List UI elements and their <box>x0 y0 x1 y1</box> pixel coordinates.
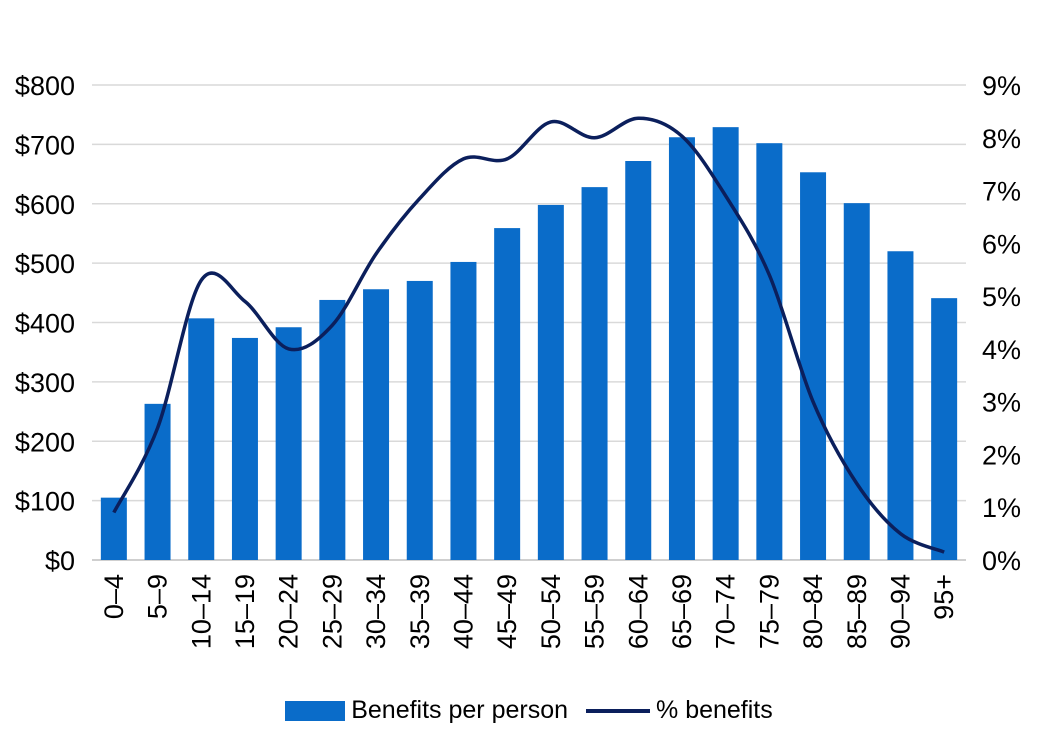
line-series-percent-benefits <box>112 116 945 554</box>
legend-item-line: % benefits <box>586 696 773 725</box>
x-tick-label: 65–69 <box>667 574 697 649</box>
x-tick-label: 40–44 <box>448 574 478 649</box>
bar <box>712 127 739 560</box>
x-tick-label: 5–9 <box>143 574 173 619</box>
x-tick-label: 10–14 <box>186 574 216 649</box>
y-right-tick-label: 5% <box>982 282 1021 312</box>
y-right-tick-label: 2% <box>982 440 1021 470</box>
bar <box>363 289 390 560</box>
x-tick-label: 20–24 <box>274 574 304 649</box>
y-left-tick-label: $500 <box>15 249 75 279</box>
bar <box>494 228 521 560</box>
x-tick-label: 70–74 <box>711 574 741 649</box>
bar <box>275 327 302 560</box>
x-tick-label: 15–19 <box>230 574 260 649</box>
bar <box>625 161 652 560</box>
bar <box>319 299 346 560</box>
y-right-tick-label: 6% <box>982 229 1021 259</box>
x-tick-label: 60–64 <box>623 574 653 649</box>
legend: Benefits per person % benefits <box>0 696 1058 725</box>
bar <box>843 203 870 560</box>
x-tick-label: 45–49 <box>492 574 522 649</box>
bar <box>100 497 127 560</box>
legend-swatch-bar <box>285 700 346 721</box>
x-tick-label: 0–4 <box>99 574 129 619</box>
y-left-tick-label: $100 <box>15 487 75 517</box>
y-right-tick-label: 3% <box>982 388 1021 418</box>
y-left-tick-label: $400 <box>15 309 75 339</box>
bar <box>931 298 958 560</box>
y-left-tick-label: $800 <box>15 71 75 101</box>
x-tick-label: 80–84 <box>798 574 828 649</box>
legend-label-bars: Benefits per person <box>351 696 569 724</box>
bar <box>188 318 215 560</box>
x-tick-label: 90–94 <box>885 574 915 649</box>
y-right-tick-label: 0% <box>982 546 1021 576</box>
x-tick-label: 25–29 <box>317 574 347 649</box>
x-tick-label: 85–89 <box>842 574 872 649</box>
bar <box>887 251 914 560</box>
y-left-tick-label: $300 <box>15 368 75 398</box>
y-right-tick-label: 1% <box>982 493 1021 523</box>
x-tick-label: 75–79 <box>754 574 784 649</box>
y-left-tick-label: $200 <box>15 427 75 457</box>
x-tick-label: 95+ <box>929 574 959 620</box>
legend-item-bars: Benefits per person <box>285 696 568 725</box>
bar <box>406 280 433 560</box>
x-tick-label: 50–54 <box>536 574 566 649</box>
bar <box>537 204 564 560</box>
y-left-tick-label: $600 <box>15 190 75 220</box>
y-right-tick-label: 7% <box>982 177 1021 207</box>
y-left-tick-label: $0 <box>45 546 75 576</box>
bar <box>668 137 695 560</box>
legend-label-line: % benefits <box>656 696 773 724</box>
bar <box>581 187 608 560</box>
y-left-tick-label: $700 <box>15 130 75 160</box>
x-tick-label: 30–34 <box>361 574 391 649</box>
bar <box>800 172 827 560</box>
y-right-tick-label: 4% <box>982 335 1021 365</box>
y-right-tick-label: 9% <box>982 71 1021 101</box>
bar <box>756 143 783 560</box>
legend-swatch-line <box>586 708 651 713</box>
x-tick-label: 35–39 <box>405 574 435 649</box>
bar <box>450 261 477 560</box>
y-right-tick-label: 8% <box>982 124 1021 154</box>
x-tick-label: 55–59 <box>580 574 610 649</box>
bar <box>231 337 258 560</box>
